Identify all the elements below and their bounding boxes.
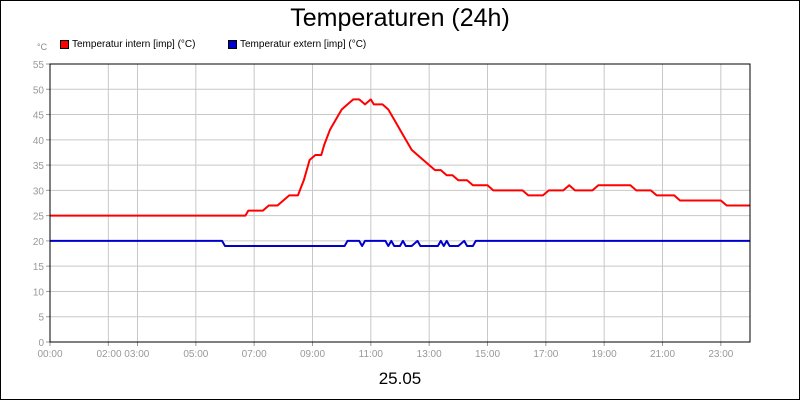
x-tick-label: 21:00 [650,349,675,360]
y-tick-label: 15 [33,262,45,273]
y-tick-label: 10 [33,287,45,298]
x-axis-date-label: 25.05 [378,369,422,388]
legend-swatch-intern [60,40,69,49]
x-tick-label: 19:00 [592,349,617,360]
x-tick-label: 17:00 [533,349,558,360]
x-tick-label: 23:00 [708,349,733,360]
y-tick-label: 20 [33,237,45,248]
y-tick-label: 25 [33,212,45,223]
x-tick-label: 02:00 03:00 [97,349,150,360]
y-tick-label: 55 [33,60,45,71]
series-line-extern [50,239,750,247]
legend-item-intern: Temperatur intern [imp] (°C) [60,39,195,50]
y-tick-label: 45 [33,111,45,122]
plot-border [49,63,751,343]
y-tick-label: 5 [38,313,44,324]
chart-title: Temperaturen (24h) [290,4,510,32]
y-tick-label: 35 [33,161,45,172]
y-tick-label: 0 [38,338,44,349]
series-line-intern [50,98,750,217]
y-tick-label: 30 [33,186,45,197]
y-tick-label: 40 [33,136,45,147]
legend-label-intern: Temperatur intern [imp] (°C) [72,39,196,50]
x-tick-label: 09:00 [300,349,325,360]
legend-item-extern: Temperatur extern [imp] (°C) [228,39,366,50]
x-tick-label: 07:00 [242,349,267,360]
plot-area [50,64,750,342]
x-tick-label: 13:00 [417,349,442,360]
x-tick-label: 15:00 [475,349,500,360]
y-axis-unit-label: °C [37,42,48,52]
y-tick-label: 50 [33,85,45,96]
x-tick-label: 00:00 [37,349,62,360]
x-tick-label: 11:00 [359,349,384,360]
legend-label-extern: Temperatur extern [imp] (°C) [240,39,367,50]
legend-swatch-extern [228,40,237,49]
x-tick-label: 05:00 [183,349,208,360]
